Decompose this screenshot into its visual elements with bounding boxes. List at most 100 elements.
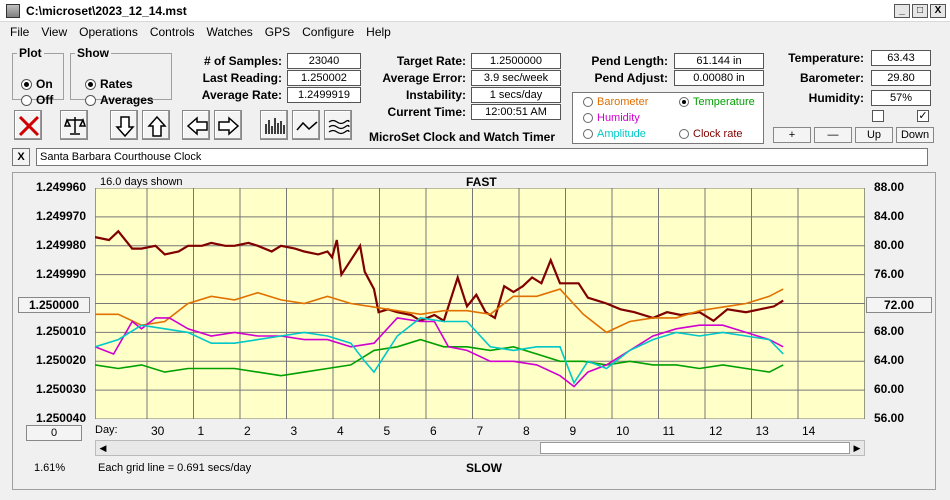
temperature-label: Temperature: — [788, 51, 864, 65]
radio-icon — [679, 129, 689, 139]
fast-label: FAST — [466, 175, 497, 189]
close-button[interactable]: X — [930, 4, 946, 18]
right-tick-label: 68.00 — [874, 324, 905, 339]
day-tick-label: 14 — [802, 424, 816, 438]
window-title: C:\microset\2023_12_14.mst — [26, 3, 187, 18]
up-button[interactable]: Up — [855, 127, 893, 143]
show-averages-radio[interactable]: Averages — [85, 92, 154, 108]
show-rates-radio[interactable]: Rates — [85, 76, 133, 92]
menu-configure[interactable]: Configure — [302, 25, 355, 39]
plot-group: Plot On Off — [12, 46, 64, 107]
up-arrow-button[interactable] — [142, 110, 170, 140]
left-tick-label: 1.249990 — [35, 266, 86, 281]
day-tick-label: 5 — [383, 424, 391, 438]
zero-button[interactable]: 0 — [26, 425, 82, 441]
scroll-right-icon[interactable]: ▶ — [853, 443, 861, 453]
left-tick-label: 1.250030 — [35, 382, 86, 397]
day-tick-label: 12 — [709, 424, 723, 438]
temperature-option[interactable]: Temperature — [679, 96, 755, 108]
right-tick-label: 76.00 — [874, 266, 905, 281]
menu-bar: File View Operations Controls Watches GP… — [0, 22, 950, 42]
day-tick-label: 2 — [244, 424, 251, 438]
right-checkbox[interactable]: ✓ — [917, 110, 929, 122]
clock-rate-series-line — [95, 229, 784, 323]
clock-rate-option[interactable]: Clock rate — [679, 128, 743, 140]
barometer-value: 29.80 — [871, 70, 931, 86]
menu-watches[interactable]: Watches — [206, 25, 253, 39]
day-tick-label: 13 — [755, 424, 769, 438]
wave-icon — [328, 119, 350, 135]
trend-button[interactable] — [292, 110, 320, 140]
day-tick-label: 30 — [151, 424, 165, 438]
arrow-up-icon — [147, 115, 167, 137]
right-tick-label: 88.00 — [874, 180, 905, 194]
arrow-left-icon — [186, 116, 208, 136]
menu-controls[interactable]: Controls — [149, 25, 195, 39]
left-tick-label: 1.250020 — [35, 353, 86, 368]
day-tick-label: 4 — [337, 424, 344, 438]
plus-button[interactable]: + — [773, 127, 811, 143]
target-rate-label: Target Rate: — [396, 54, 466, 68]
amplitude-option[interactable]: Amplitude — [583, 128, 646, 140]
pend-adjust-value: 0.00080 in — [674, 70, 764, 86]
minimize-button[interactable]: _ — [894, 4, 910, 18]
wave-button[interactable] — [324, 110, 352, 140]
horizontal-scrollbar[interactable]: ◀ ▶ — [95, 440, 865, 456]
down-button[interactable]: Down — [896, 127, 934, 143]
right-arrow-button[interactable] — [214, 110, 242, 140]
barometer-option[interactable]: Barometer — [583, 96, 648, 108]
right-center-button[interactable]: 72.00 — [866, 297, 932, 313]
plot-on-radio[interactable]: On — [21, 76, 53, 92]
left-tick-label: 1.249960 — [35, 180, 86, 194]
last-reading-label: Last Reading: — [202, 71, 282, 85]
minus-button[interactable]: — — [814, 127, 852, 143]
plot-off-radio[interactable]: Off — [21, 92, 53, 108]
pend-length-value: 61.144 in — [674, 53, 764, 69]
chart-panel — [12, 172, 936, 490]
histogram-button[interactable] — [260, 110, 288, 140]
chart-plot-area — [95, 188, 865, 419]
menu-operations[interactable]: Operations — [79, 25, 138, 39]
day-tick-label: 8 — [523, 424, 530, 438]
menu-view[interactable]: View — [41, 25, 68, 39]
barometer-series-line — [95, 288, 784, 334]
left-checkbox[interactable] — [872, 110, 884, 122]
radio-icon — [583, 113, 593, 123]
humidity-option[interactable]: Humidity — [583, 112, 640, 124]
left-tick-label: 1.250040 — [35, 411, 86, 425]
humidity-label: Humidity: — [808, 91, 864, 105]
scroll-thumb[interactable] — [540, 442, 850, 454]
clock-name-field[interactable]: Santa Barbara Courthouse Clock — [36, 148, 928, 166]
temperature-value: 63.43 — [871, 50, 931, 66]
show-group-title: Show — [77, 46, 109, 60]
right-tick-label: 60.00 — [874, 382, 905, 397]
current-time-label: Current Time: — [387, 105, 466, 119]
samples-label: # of Samples: — [203, 54, 282, 68]
barometer-label: Barometer: — [799, 71, 864, 85]
left-arrow-button[interactable] — [182, 110, 210, 140]
title-bar: C:\microset\2023_12_14.mst _ □ X — [0, 0, 950, 22]
menu-gps[interactable]: GPS — [264, 25, 291, 39]
clear-name-button[interactable]: X — [12, 148, 30, 166]
pend-length-label: Pend Length: — [591, 54, 668, 68]
scroll-left-icon[interactable]: ◀ — [99, 443, 107, 453]
radio-icon — [21, 94, 32, 106]
current-time-value: 12:00:51 AM — [471, 104, 561, 120]
red-x-icon — [18, 115, 40, 137]
app-name: MicroSet Clock and Watch Timer — [368, 130, 556, 144]
humidity-series-line — [95, 317, 784, 388]
left-center-button[interactable]: 1.250000 — [18, 297, 90, 313]
down-arrow-button[interactable] — [110, 110, 138, 140]
menu-help[interactable]: Help — [366, 25, 391, 39]
maximize-button[interactable]: □ — [912, 4, 928, 18]
balance-button[interactable] — [60, 110, 88, 140]
left-tick-label: 1.249980 — [35, 237, 86, 252]
stop-button[interactable] — [14, 110, 42, 140]
day-tick-label: 9 — [569, 424, 577, 438]
left-tick-label: 1.249970 — [35, 208, 86, 223]
day-tick-label: 7 — [476, 424, 484, 438]
radio-icon — [85, 94, 96, 106]
day-tick-label: 11 — [662, 424, 675, 438]
scale-icon — [63, 117, 87, 135]
menu-file[interactable]: File — [10, 25, 30, 39]
